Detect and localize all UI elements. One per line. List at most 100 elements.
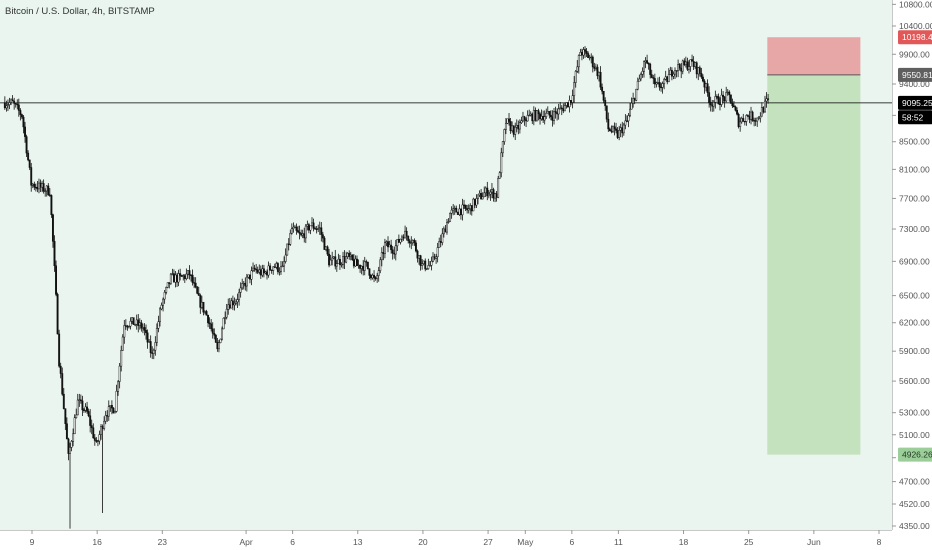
price-label-box (898, 447, 932, 462)
candle (56, 292, 59, 335)
candle-body (759, 115, 762, 119)
candle (580, 48, 583, 61)
candle-body (165, 287, 168, 293)
candle-body (235, 301, 237, 304)
candle (746, 114, 749, 117)
candle-body (214, 334, 217, 343)
candle-body (185, 273, 188, 279)
x-tick-label: May (517, 537, 534, 547)
candle (205, 309, 208, 316)
candle-body (577, 55, 580, 68)
candle (487, 189, 490, 199)
candle-body (539, 113, 541, 120)
candle-body (48, 194, 51, 196)
candle (433, 253, 436, 261)
candle-body (549, 114, 552, 118)
candle (646, 54, 649, 65)
candle-body (86, 406, 89, 412)
candle-body (742, 118, 745, 122)
candle-body (658, 82, 661, 88)
candle-body (379, 259, 382, 271)
candle-body (498, 172, 501, 179)
candle-body (89, 415, 92, 426)
candle-body (138, 322, 141, 326)
candle (397, 234, 400, 243)
candle-body (224, 316, 227, 319)
candle-body (568, 100, 571, 107)
candle-body (380, 252, 383, 261)
candle (511, 121, 514, 133)
candle-body (146, 332, 149, 343)
candle (159, 307, 161, 327)
candle-body (114, 411, 116, 414)
candle-body (647, 62, 650, 65)
candle (587, 51, 590, 59)
candle-body (171, 273, 174, 275)
candle (292, 222, 295, 233)
candle-body (441, 233, 444, 243)
candle (672, 71, 675, 80)
candle-body (534, 110, 537, 121)
candle-body (719, 103, 721, 106)
candle-body (497, 178, 500, 198)
candle (666, 75, 669, 85)
candle-body (739, 121, 742, 127)
candle-body (681, 60, 684, 72)
candle (93, 434, 96, 446)
candle-body (461, 204, 464, 216)
candle (280, 261, 282, 275)
candle (663, 77, 666, 90)
candle (494, 192, 497, 203)
candle (508, 113, 510, 126)
candle-body (464, 204, 467, 209)
candle (31, 183, 34, 189)
candle (748, 110, 751, 124)
candle (120, 345, 123, 372)
candle-body (556, 112, 559, 115)
candle (152, 348, 155, 360)
candle (149, 335, 152, 358)
candle (101, 424, 104, 513)
candle (413, 238, 416, 246)
candle (345, 251, 348, 264)
candle (183, 274, 186, 283)
candle (131, 317, 134, 325)
candle (22, 115, 25, 134)
candle (548, 111, 551, 119)
candle (84, 403, 87, 413)
candle (357, 259, 360, 269)
candle (197, 286, 200, 296)
candle-body (418, 255, 420, 259)
candle (255, 263, 258, 274)
candle-body (135, 319, 138, 325)
price-label: 9095.25 (898, 95, 932, 110)
candle (166, 282, 169, 289)
candle (337, 253, 340, 264)
candle (477, 194, 479, 205)
candle (622, 122, 625, 136)
candle (399, 238, 402, 245)
candle (110, 400, 113, 415)
candle (638, 74, 641, 82)
candle-body (526, 115, 529, 122)
candle (219, 338, 222, 344)
candle (469, 203, 472, 215)
candle (703, 79, 706, 94)
candle-body (573, 82, 576, 96)
candle (652, 74, 655, 84)
candle (697, 66, 700, 81)
candle (688, 60, 690, 74)
candle-body (650, 74, 653, 78)
candle (172, 269, 175, 283)
x-tick-label: Jun (807, 537, 821, 547)
candle-body (270, 269, 273, 271)
candle (182, 274, 185, 281)
candle-body (407, 235, 410, 241)
candle-body (368, 268, 371, 276)
candle (480, 188, 483, 200)
candle (411, 239, 414, 246)
candle (370, 273, 372, 281)
candle-body (281, 265, 284, 268)
candle-body (100, 426, 102, 435)
